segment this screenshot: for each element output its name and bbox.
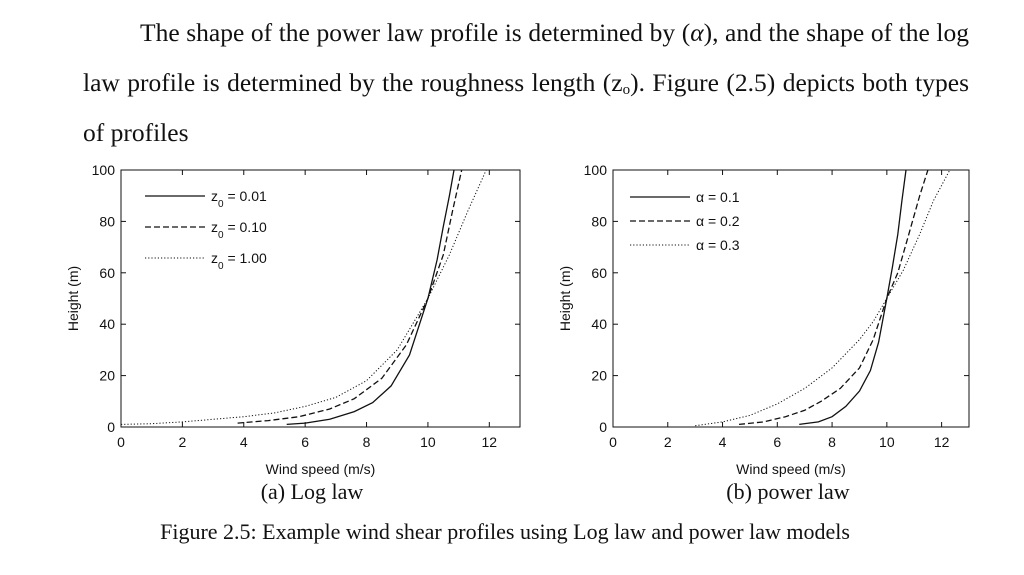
y-tick-label: 80 xyxy=(591,213,607,229)
legend-label-sub: 0 xyxy=(218,199,224,210)
y-tick-label: 80 xyxy=(99,213,115,229)
y-tick-label: 0 xyxy=(599,419,607,435)
y-tick-label: 60 xyxy=(99,265,115,281)
legend-label-2: z0 = 0.10 xyxy=(211,219,267,241)
x-tick-label: 12 xyxy=(482,434,498,450)
legend-label-3: α = 0.3 xyxy=(696,237,740,253)
subscript-o: o xyxy=(622,82,631,98)
axes-frame xyxy=(612,169,970,428)
y-tick-label: 60 xyxy=(591,265,607,281)
paragraph-part2: ), and the shape of the log law profile … xyxy=(83,18,969,97)
legend-label-1: z0 = 0.01 xyxy=(211,188,267,210)
legend-label-sub: 0 xyxy=(218,261,224,272)
y-tick-label: 20 xyxy=(99,368,115,384)
series-line-1 xyxy=(799,169,907,426)
y-axis-label: Height (m) xyxy=(557,266,573,331)
figure-caption: Figure 2.5: Example wind shear profiles … xyxy=(160,519,850,544)
y-tick-label: 100 xyxy=(584,162,608,178)
series-line-2 xyxy=(738,169,929,426)
x-tick-label: 4 xyxy=(240,434,248,450)
x-tick-label: 12 xyxy=(934,434,950,450)
legend-label-main: α = 0.2 xyxy=(696,213,740,229)
legend-label-rest: = 0.10 xyxy=(224,219,267,235)
x-axis-label: Wind speed (m/s) xyxy=(736,461,846,477)
x-tick-label: 2 xyxy=(178,434,186,450)
subcaption-power-law: (b) power law xyxy=(726,479,850,504)
y-axis-label: Height (m) xyxy=(65,266,81,331)
legend-label-2: α = 0.2 xyxy=(696,213,740,229)
legend-label-rest: = 0.01 xyxy=(224,188,267,204)
x-tick-label: 10 xyxy=(879,434,895,450)
alpha-symbol: α xyxy=(690,18,704,47)
y-tick-label: 40 xyxy=(99,316,115,332)
x-tick-label: 6 xyxy=(773,434,781,450)
y-tick-label: 40 xyxy=(591,316,607,332)
axes-frame xyxy=(120,169,521,428)
series-line-3 xyxy=(695,169,951,427)
legend-label-3: z0 = 1.00 xyxy=(211,250,267,272)
x-tick-label: 6 xyxy=(301,434,309,450)
legend-label-rest: = 1.00 xyxy=(224,250,267,266)
paragraph-part3: ). Figure (2.5) depicts both types of pr… xyxy=(83,68,969,147)
x-tick-label: 0 xyxy=(609,434,617,450)
y-tick-label: 100 xyxy=(92,162,116,178)
x-tick-label: 8 xyxy=(828,434,836,450)
body-paragraph: The shape of the power law profile is de… xyxy=(83,8,969,158)
x-tick-label: 8 xyxy=(363,434,371,450)
x-axis-label: Wind speed (m/s) xyxy=(266,461,376,477)
y-tick-label: 20 xyxy=(591,368,607,384)
power-law-chart: 0 2 4 6 8 10 12 0 20 40 60 80 100 Wind speed (m/s) Hei… xyxy=(557,162,970,477)
legend-label-main: z xyxy=(211,188,218,204)
legend-label-main: α = 0.1 xyxy=(696,189,740,205)
x-tick-label: 10 xyxy=(420,434,436,450)
x-tick-label: 2 xyxy=(664,434,672,450)
x-tick-label: 0 xyxy=(117,434,125,450)
log-law-chart: 0 2 4 6 8 10 12 0 20 40 60 80 100 Wind speed (m/s) Hei… xyxy=(65,162,521,477)
x-tick-label: 4 xyxy=(719,434,727,450)
subcaption-log-law: (a) Log law xyxy=(260,479,364,504)
legend-label-main: z xyxy=(211,219,218,235)
series-line-3 xyxy=(120,169,487,425)
y-tick-label: 0 xyxy=(107,419,115,435)
legend-label-main: α = 0.3 xyxy=(696,237,740,253)
paragraph-part1: The shape of the power law profile is de… xyxy=(140,18,691,47)
legend-label-1: α = 0.1 xyxy=(696,189,740,205)
series-line-2 xyxy=(237,169,463,424)
legend-label-sub: 0 xyxy=(218,230,224,241)
legend-label-main: z xyxy=(211,250,218,266)
series-line-1 xyxy=(286,169,455,426)
